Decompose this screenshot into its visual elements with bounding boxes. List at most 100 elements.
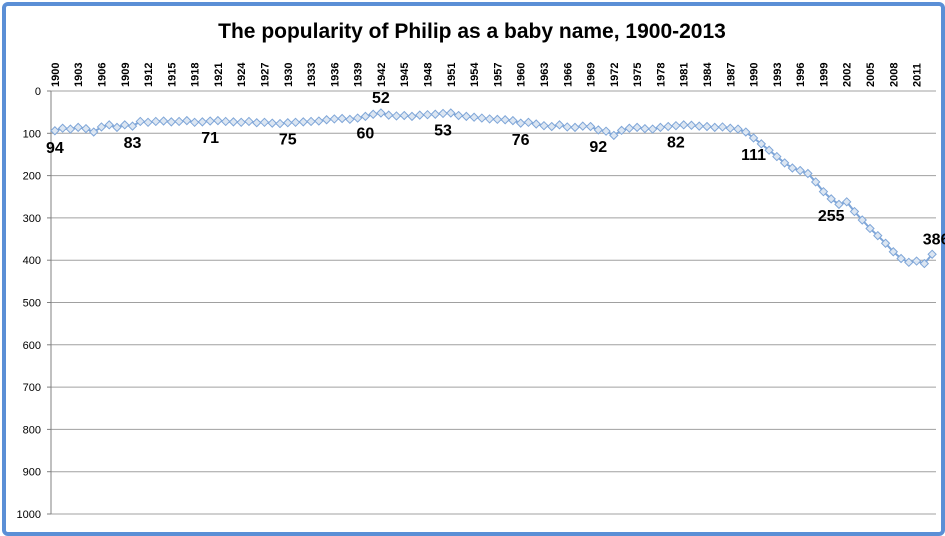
x-tick-label: 1990 <box>749 63 761 87</box>
point-marker <box>849 206 860 217</box>
point-marker <box>904 257 914 268</box>
x-tick-label: 1930 <box>283 63 295 87</box>
point-marker <box>601 126 611 136</box>
point-marker <box>919 258 930 269</box>
x-tick-label: 1999 <box>818 63 830 87</box>
data-label: 52 <box>372 90 390 107</box>
point-marker <box>686 120 697 130</box>
point-marker <box>73 122 83 133</box>
x-tick-label: 1900 <box>50 63 62 87</box>
point-marker <box>391 111 402 121</box>
point-marker <box>306 116 316 127</box>
point-marker <box>182 115 192 126</box>
x-tick-label: 2002 <box>842 63 854 87</box>
point-marker <box>189 117 200 128</box>
x-tick-label: 1912 <box>143 63 155 87</box>
point-marker <box>267 118 277 128</box>
point-marker <box>733 124 743 134</box>
point-marker <box>88 127 99 137</box>
point-marker <box>298 117 309 127</box>
point-marker <box>772 151 782 162</box>
point-marker <box>197 117 208 127</box>
x-tick-label: 2008 <box>888 63 900 87</box>
x-tick-label: 1921 <box>213 63 225 87</box>
x-tick-label: 1972 <box>609 63 621 87</box>
point-marker <box>725 123 735 133</box>
point-marker <box>236 117 246 128</box>
x-tick-label: 1906 <box>96 63 108 87</box>
x-tick-label: 1933 <box>306 63 318 87</box>
x-tick-label: 1903 <box>73 63 85 87</box>
data-label: 53 <box>434 122 452 139</box>
data-label: 60 <box>357 125 375 142</box>
point-marker <box>880 238 891 248</box>
x-tick-label: 1963 <box>539 63 551 87</box>
point-marker <box>834 199 844 210</box>
x-tick-label: 2005 <box>865 63 877 87</box>
line <box>54 111 933 265</box>
point-marker <box>415 110 425 120</box>
point-marker <box>283 118 293 128</box>
point-marker <box>383 110 394 120</box>
point-marker <box>321 115 332 125</box>
x-tick-label: 1945 <box>399 63 411 87</box>
point-marker <box>515 118 526 128</box>
point-marker <box>500 115 510 125</box>
point-marker <box>57 123 68 133</box>
chart-title: The popularity of Philip as a baby name,… <box>218 20 726 43</box>
point-marker <box>438 108 448 119</box>
point-marker <box>717 122 728 132</box>
point-marker <box>220 116 231 127</box>
point-marker <box>857 215 867 225</box>
y-tick-label: 600 <box>23 340 41 352</box>
point-marker <box>120 120 130 130</box>
point-marker <box>135 116 145 127</box>
x-tick-label: 1942 <box>376 63 388 87</box>
x-tick-label: 1957 <box>492 63 504 87</box>
x-tick-label: 1948 <box>423 63 435 87</box>
x-tick-label: 1987 <box>725 63 737 87</box>
point-marker <box>640 123 650 134</box>
y-tick-label: 1000 <box>17 509 41 521</box>
point-marker <box>888 247 899 257</box>
point-marker <box>345 114 355 125</box>
point-marker <box>609 130 619 141</box>
y-tick-label: 400 <box>23 255 41 267</box>
point-marker <box>376 108 386 118</box>
x-tick-label: 1954 <box>469 62 481 87</box>
data-label: 83 <box>124 135 142 152</box>
point-marker <box>127 121 138 131</box>
data-label: 75 <box>279 132 297 149</box>
point-marker <box>787 163 798 173</box>
point-marker <box>461 111 472 122</box>
point-marker <box>151 116 161 127</box>
data-label: 92 <box>589 139 607 156</box>
x-tick-label: 1966 <box>562 63 574 87</box>
x-tick-label: 1981 <box>679 63 691 87</box>
point-marker <box>748 133 759 143</box>
x-tick-label: 1951 <box>446 63 458 87</box>
point-marker <box>252 118 262 128</box>
point-marker <box>453 110 464 121</box>
x-tick-label: 1996 <box>795 63 807 87</box>
y-tick-label: 900 <box>23 467 41 479</box>
point-marker <box>531 119 541 129</box>
point-marker <box>337 113 347 124</box>
point-marker <box>593 125 604 135</box>
point-marker <box>865 223 875 234</box>
data-label: 386 <box>923 231 945 248</box>
data-label: 255 <box>818 208 845 225</box>
point-marker <box>764 145 774 155</box>
point-marker <box>539 120 549 131</box>
point-marker <box>795 165 805 176</box>
point-marker <box>360 111 371 122</box>
point-marker <box>671 120 681 131</box>
point-marker <box>710 122 720 133</box>
point-marker <box>508 115 518 126</box>
data-label: 82 <box>667 135 685 152</box>
point-marker <box>469 112 479 122</box>
point-marker <box>570 122 580 133</box>
point-marker <box>259 117 270 128</box>
point-marker <box>290 117 301 128</box>
